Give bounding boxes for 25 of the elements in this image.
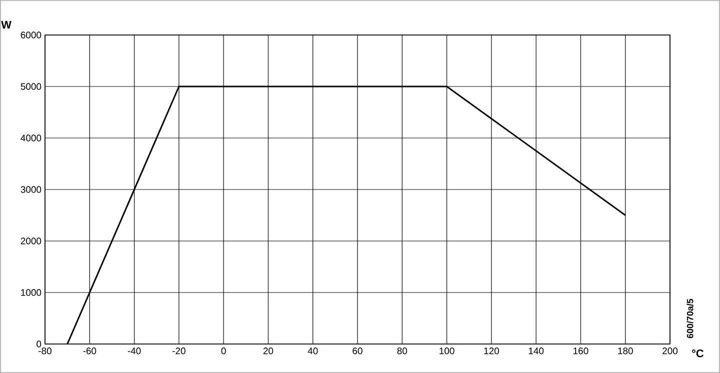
- x-tick-label: 0: [221, 348, 226, 354]
- x-tick-label: -20: [172, 348, 186, 354]
- text: 600/70a/5: [686, 298, 694, 338]
- x-tick-label: -60: [83, 348, 96, 354]
- x-tick-label: 100: [440, 348, 454, 354]
- y-tick-label: 4000: [20, 134, 42, 142]
- x-tick-label: -40: [128, 348, 141, 354]
- x-tick-label: 60: [352, 348, 362, 354]
- y-tick-label: 2000: [20, 238, 42, 244]
- x-tick-label: -80: [38, 348, 52, 354]
- x-tick-label: 200: [662, 348, 678, 354]
- x-tick-label: 140: [528, 348, 544, 354]
- x-tick-label: 40: [308, 348, 318, 354]
- y-tick-label: 3000: [20, 186, 42, 193]
- x-tick-label: 180: [618, 348, 633, 354]
- x-tick-label: 20: [263, 348, 274, 354]
- y-tick-label: 0: [36, 340, 42, 348]
- y-tick-label: 6000: [20, 32, 42, 38]
- x-tick-label: 160: [574, 348, 588, 354]
- x-tick-label: 80: [397, 348, 408, 354]
- y-tick-label: 1000: [21, 289, 42, 296]
- x-axis-title: °C: [692, 350, 704, 358]
- y-axis-title: W: [1, 20, 12, 28]
- y-tick-label: 5000: [20, 83, 42, 90]
- x-tick-label: 120: [484, 348, 499, 354]
